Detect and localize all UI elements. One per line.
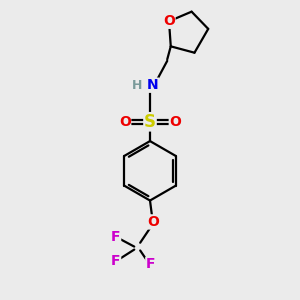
Text: O: O [148, 215, 160, 229]
Text: O: O [163, 14, 175, 28]
Text: O: O [119, 115, 131, 129]
Text: N: N [147, 78, 159, 92]
Text: O: O [169, 115, 181, 129]
Text: F: F [111, 230, 121, 244]
Text: F: F [111, 254, 121, 268]
Text: F: F [146, 257, 155, 272]
Text: S: S [144, 113, 156, 131]
Text: H: H [132, 79, 143, 92]
